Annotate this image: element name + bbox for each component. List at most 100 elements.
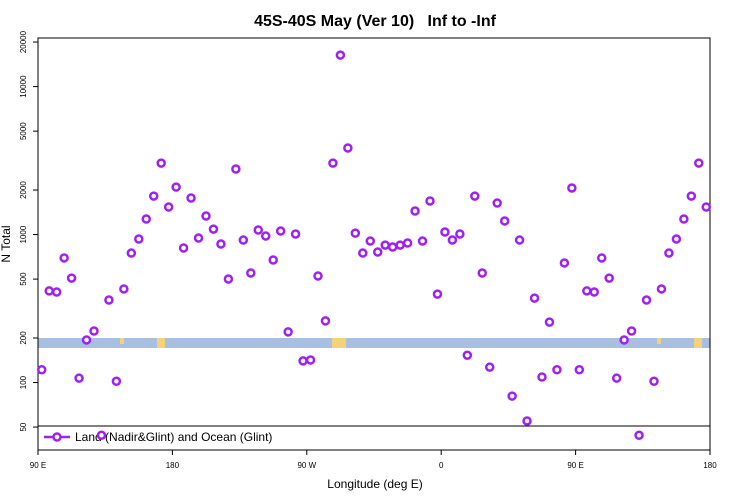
y-tick-label: 2000 [19,181,28,199]
point [619,335,629,345]
point [268,255,278,265]
point [193,233,204,243]
y-tick-label: 10000 [19,75,28,98]
point [51,287,62,297]
x-axis-label: Longitude (deg E) [327,477,422,491]
point [484,362,495,372]
point [514,235,525,245]
x-tick-label: 90 E [567,461,583,470]
point [260,231,271,241]
point [425,196,435,206]
legend-label: Land (Nadir&Glint) and Ocean (Glint) [75,430,272,444]
y-tick-label: 1000 [19,225,28,243]
y-tick-label: 200 [19,331,28,345]
y-axis-label: N Total [0,225,13,262]
band-accent [120,338,124,344]
point [365,236,376,246]
point [96,430,107,441]
band [38,338,710,348]
point [275,226,286,236]
point [119,284,129,294]
point [656,284,667,294]
point [410,206,420,216]
point [36,365,47,375]
point [343,143,353,153]
point [641,295,652,305]
y-tick-label: 50 [19,422,28,431]
point [402,238,413,248]
point [328,158,338,168]
point [544,317,555,327]
point [596,253,607,263]
point [111,376,122,387]
point [81,335,92,345]
point [380,240,390,250]
point [574,365,585,375]
point [649,376,659,387]
point [298,356,308,366]
point [305,355,316,365]
point [507,391,517,401]
point [470,191,480,201]
point [134,234,144,244]
point [567,183,577,193]
point [529,293,540,303]
point [664,248,674,258]
point [634,430,644,441]
point [582,286,592,296]
plot-frame [37,37,711,451]
x-tick-label: 90 E [30,461,46,470]
point [89,326,99,336]
point [253,225,264,235]
point [290,229,301,239]
point [163,202,174,212]
x-tick-label: 90 W [297,461,316,470]
point [238,235,249,245]
x-tick-label: 180 [166,461,180,470]
point [372,247,383,257]
chart-title: 45S-40S May (Ver 10) Inf to -Inf [254,13,497,30]
point [141,214,152,224]
point [320,316,331,326]
point [74,373,84,383]
legend-marker [52,432,62,442]
point [350,228,361,238]
point [201,211,211,221]
y-tick-label: 20000 [19,30,28,53]
point [455,229,465,239]
point [589,287,600,297]
point [178,243,189,253]
point [44,286,54,296]
point [66,273,77,283]
point [522,416,532,426]
point [671,234,682,244]
band-accent [694,338,702,348]
point [440,227,450,237]
point [283,327,293,337]
point [552,365,562,375]
point [679,214,689,224]
point [186,193,196,203]
point [626,326,637,336]
band-accent [332,338,346,348]
point [171,182,181,192]
y-tick-label: 500 [19,272,28,286]
point [462,350,473,360]
point [694,158,704,168]
point [492,198,502,208]
point [499,216,510,226]
point [104,295,114,305]
x-tick-label: 180 [703,461,717,470]
point [417,236,428,246]
point [477,268,488,278]
point [537,372,547,382]
y-tick-label: 5000 [19,122,28,140]
point [223,274,234,284]
point [701,202,712,212]
x-tick-label: 0 [439,461,444,470]
point [387,242,398,252]
point [686,191,697,201]
point [604,273,614,283]
y-tick-label: 100 [19,375,28,389]
point [231,164,241,174]
